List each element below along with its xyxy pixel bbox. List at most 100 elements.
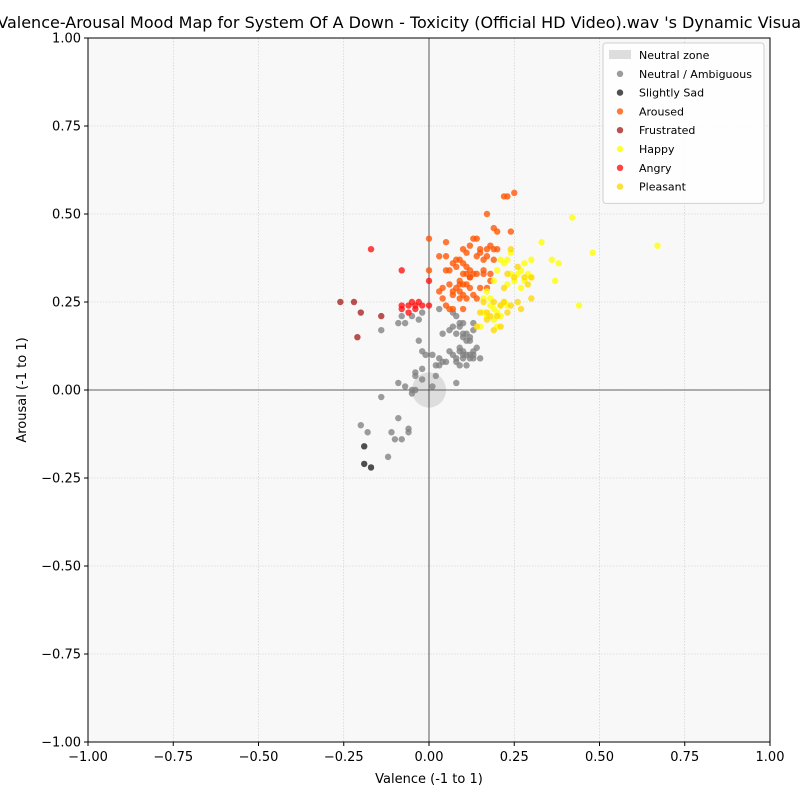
point-s6-20	[490, 326, 497, 334]
point-s2-22	[473, 235, 480, 242]
point-s2-40	[504, 193, 511, 200]
point-s3-2	[357, 309, 364, 316]
point-s2-17	[466, 242, 474, 249]
legend-marker-2	[616, 108, 624, 115]
legend: Neutral zone Neutral / Ambiguous Slightly …	[602, 42, 765, 204]
point-s2-44	[439, 284, 446, 292]
legend-swatch-neutral-zone	[609, 50, 631, 59]
legend-marker-3	[616, 127, 624, 134]
point-s2-24	[473, 270, 480, 278]
point-s0-7	[398, 436, 405, 443]
y-tick-label-8: 1.00	[52, 32, 81, 47]
point-s5-12	[405, 302, 412, 309]
series-0	[357, 305, 484, 461]
x-tick-label-5: 0.25	[500, 750, 529, 765]
point-s6-9	[507, 302, 515, 309]
series-2	[425, 189, 518, 313]
legend-label-6: Pleasant	[639, 181, 687, 194]
legend-label-5: Angry	[639, 162, 672, 175]
point-s6-17	[504, 270, 511, 278]
point-s2-42	[511, 189, 518, 197]
x-tick-label-4: 0.00	[415, 750, 444, 765]
point-s4-37	[494, 267, 501, 274]
x-tick-label-3: −0.25	[324, 750, 364, 765]
legend-marker-4	[616, 145, 624, 153]
series-1	[361, 443, 375, 471]
point-s4-28	[551, 277, 559, 285]
point-s2-67	[456, 295, 463, 302]
point-s2-26	[476, 246, 484, 253]
point-s0-41	[473, 344, 480, 351]
point-s0-53	[398, 312, 405, 320]
point-s6-13	[521, 274, 528, 281]
point-s2-38	[494, 246, 501, 253]
point-s2-36	[490, 256, 497, 263]
point-s2-62	[480, 270, 487, 278]
point-s2-61	[476, 284, 484, 292]
point-s0-47	[459, 351, 467, 358]
point-s2-45	[439, 295, 446, 302]
point-s2-8	[453, 263, 460, 270]
point-s6-22	[476, 309, 484, 316]
legend-label-1: Slightly Sad	[639, 87, 704, 100]
series-5	[367, 246, 433, 316]
point-s4-19	[521, 260, 528, 267]
point-s0-1	[364, 429, 371, 436]
point-s6-21	[483, 316, 491, 323]
point-s6-23	[507, 246, 515, 253]
point-s0-6	[395, 414, 402, 422]
point-s2-32	[487, 270, 494, 278]
point-s4-30	[569, 214, 576, 221]
point-s0-20	[418, 348, 426, 355]
point-s0-49	[470, 355, 477, 362]
y-tick-label-3: −0.25	[41, 472, 81, 487]
point-s4-17	[517, 284, 525, 292]
point-s0-2	[378, 393, 385, 401]
point-s0-11	[401, 383, 409, 390]
legend-label-2: Aroused	[639, 105, 684, 118]
point-s4-27	[548, 256, 555, 263]
point-s6-15	[528, 295, 535, 302]
point-s2-65	[446, 281, 453, 288]
point-s3-3	[354, 334, 361, 341]
point-s4-26	[538, 238, 545, 246]
point-s2-6	[446, 267, 453, 274]
point-s2-31	[483, 253, 491, 260]
point-s4-33	[654, 242, 661, 249]
legend-box	[602, 42, 765, 204]
point-s2-66	[449, 288, 457, 295]
point-s6-5	[494, 312, 501, 320]
point-s5-10	[425, 302, 433, 309]
point-s5-8	[418, 302, 426, 309]
point-s0-4	[388, 429, 395, 436]
point-s0-56	[418, 309, 426, 316]
point-s6-18	[500, 284, 508, 292]
legend-label-neutral-zone: Neutral zone	[639, 49, 710, 62]
y-tick-label-5: 0.25	[52, 296, 81, 311]
point-s0-52	[401, 319, 409, 327]
point-s4-36	[490, 277, 497, 285]
point-s0-31	[453, 379, 460, 387]
point-s6-7	[500, 298, 508, 306]
point-s2-54	[459, 305, 467, 313]
point-s0-57	[436, 305, 443, 313]
point-s5-11	[412, 305, 419, 313]
point-s5-3	[398, 305, 405, 313]
point-s4-31	[575, 302, 583, 309]
point-s3-1	[350, 298, 358, 306]
point-s3-0	[337, 298, 344, 306]
point-s4-22	[528, 256, 535, 263]
x-tick-label-7: 0.75	[670, 750, 699, 765]
point-s3-4	[378, 312, 385, 320]
point-s0-46	[456, 344, 463, 351]
point-s2-3	[442, 238, 450, 246]
point-s2-58	[466, 284, 474, 292]
ticks-layer: −1.00 −0.75 −0.50 −0.25 0.00 0.25 0.50 0.75 1.00…	[41, 32, 784, 766]
point-s2-37	[494, 228, 501, 235]
point-s6-8	[504, 309, 511, 316]
point-s0-43	[429, 351, 436, 358]
point-s2-0	[425, 235, 433, 242]
point-s5-1	[398, 267, 405, 274]
x-tick-label-8: 1.00	[756, 750, 785, 765]
